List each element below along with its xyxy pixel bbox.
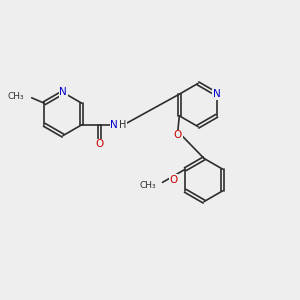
Text: O: O <box>96 139 104 149</box>
Text: N: N <box>59 87 67 98</box>
Text: N: N <box>213 89 220 99</box>
Text: O: O <box>169 175 177 185</box>
Text: CH₃: CH₃ <box>139 181 156 190</box>
Text: H: H <box>119 120 127 130</box>
Text: CH₃: CH₃ <box>8 92 24 101</box>
Text: N: N <box>110 120 118 130</box>
Text: O: O <box>174 130 182 140</box>
